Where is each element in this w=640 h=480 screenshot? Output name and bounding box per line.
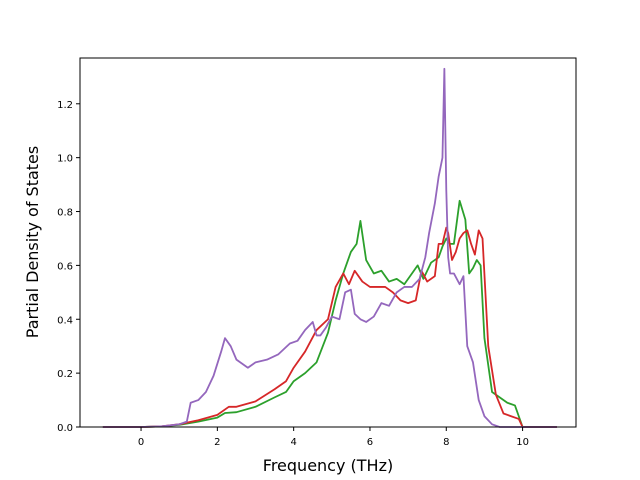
series-line-3 xyxy=(102,67,557,428)
x-tick-label: 0 xyxy=(138,437,144,448)
y-axis-ticks: 0.0 0.2 0.4 0.6 0.8 1.0 1.2 xyxy=(57,100,80,434)
y-tick-label: 0.2 xyxy=(57,369,73,380)
y-tick-label: 0.8 xyxy=(57,208,73,219)
y-axis-label: Partial Density of States xyxy=(23,146,42,338)
y-tick-label: 0.6 xyxy=(57,261,73,272)
series-line-2 xyxy=(102,226,557,428)
series-layer xyxy=(102,67,557,428)
y-tick-label: 0.0 xyxy=(57,423,73,434)
plot-frame xyxy=(79,57,577,428)
x-tick-label: 4 xyxy=(290,437,296,448)
y-tick-label: 0.4 xyxy=(57,315,73,326)
x-tick-label: 6 xyxy=(367,437,373,448)
x-axis-label: Frequency (THz) xyxy=(263,456,393,475)
x-tick-label: 2 xyxy=(214,437,220,448)
x-tick-label: 8 xyxy=(443,437,449,448)
series-line-1 xyxy=(102,199,557,428)
y-tick-label: 1.0 xyxy=(57,154,73,165)
x-tick-label: 10 xyxy=(516,437,529,448)
y-tick-label: 1.2 xyxy=(57,100,73,111)
x-axis-ticks: 0 2 4 6 8 10 xyxy=(138,427,529,448)
